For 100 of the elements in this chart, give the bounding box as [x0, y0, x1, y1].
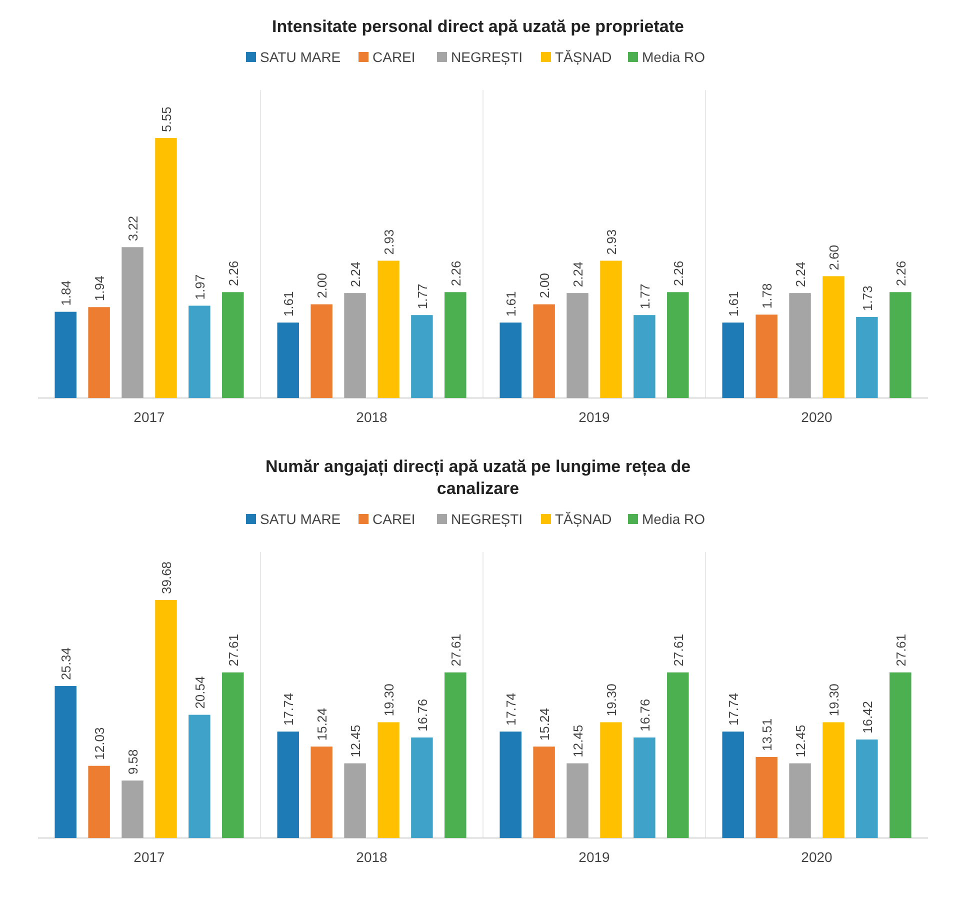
bar [600, 260, 622, 398]
bar [822, 722, 844, 838]
legend-label: TĂȘNAD [555, 511, 612, 527]
legend-label: Media RO [642, 511, 706, 527]
data-label: 2.26 [893, 260, 908, 286]
data-label: 39.68 [158, 561, 174, 594]
data-label: 2.26 [226, 260, 241, 286]
bar [88, 766, 110, 838]
data-label: 20.54 [192, 676, 208, 709]
data-label: 1.94 [92, 276, 108, 302]
bar [822, 276, 844, 398]
data-label: 12.45 [793, 724, 808, 758]
chart-title: Intensitate personal direct apă uzată pe proprietate [272, 17, 684, 36]
data-label: 2.26 [670, 260, 686, 286]
chart-title: Număr angajați direcți apă uzată pe lungime rețea de canalizare [265, 457, 691, 498]
data-label: 1.61 [504, 291, 519, 317]
bar [856, 740, 878, 838]
data-label: 25.34 [58, 647, 74, 680]
bar [155, 600, 177, 838]
legend-label: CAREI [372, 511, 416, 527]
data-label: 1.77 [637, 284, 652, 310]
data-label: 16.76 [414, 698, 430, 732]
bar [54, 686, 76, 838]
data-label: 19.30 [826, 684, 842, 716]
bar [411, 737, 433, 838]
data-label: 2.60 [826, 244, 842, 270]
bar [500, 732, 522, 838]
bar [444, 672, 466, 838]
data-label: 1.61 [281, 291, 296, 317]
data-label: 17.74 [281, 693, 296, 726]
bar [566, 763, 588, 838]
bar [188, 714, 210, 838]
data-label: 1.77 [414, 284, 430, 310]
data-label: 12.45 [348, 724, 364, 758]
bar [533, 746, 555, 838]
bar [634, 315, 656, 398]
bar [756, 756, 778, 838]
data-label: 2.00 [537, 272, 552, 298]
bar [222, 292, 244, 398]
data-label: 12.45 [570, 724, 586, 758]
data-label: 1.97 [192, 274, 208, 300]
bar [856, 316, 878, 398]
bar [88, 307, 110, 398]
bar [277, 322, 299, 398]
data-label: 16.42 [860, 700, 875, 734]
data-label: 2.93 [604, 229, 619, 255]
x-tick-label: 2020 [801, 409, 833, 425]
bar [378, 260, 400, 398]
bar [444, 292, 466, 398]
bar [378, 722, 400, 838]
bar [600, 722, 622, 838]
bar [789, 293, 811, 398]
data-label: 16.76 [637, 698, 652, 732]
x-tick-label: 2018 [356, 849, 388, 865]
x-tick-label: 2018 [356, 409, 388, 425]
bar [890, 292, 912, 398]
data-label: 2.26 [448, 260, 464, 286]
bar [533, 304, 555, 398]
data-label: 2.24 [348, 262, 364, 288]
data-label: 27.61 [670, 634, 686, 666]
bar [756, 314, 778, 398]
bar [890, 672, 912, 838]
x-tick-label: 2019 [578, 409, 610, 425]
data-label: 1.84 [58, 280, 74, 306]
bar [667, 672, 689, 838]
legend-label: TĂȘNAD [555, 49, 612, 65]
data-label: 2.24 [793, 262, 808, 288]
bar [789, 763, 811, 838]
legend-label: CAREI [372, 49, 416, 65]
data-label: 3.22 [126, 216, 141, 242]
data-label: 15.24 [314, 708, 330, 741]
legend-label: NEGREȘTI [451, 49, 523, 65]
bar [566, 293, 588, 398]
bar [155, 138, 177, 398]
bar [122, 247, 144, 398]
data-label: 17.74 [504, 693, 519, 726]
data-label: 27.61 [226, 634, 241, 666]
bar [500, 322, 522, 398]
bar [411, 315, 433, 398]
x-tick-label: 2020 [801, 849, 833, 865]
bar [344, 763, 366, 838]
data-label: 9.58 [126, 749, 141, 775]
data-label: 19.30 [381, 684, 396, 716]
bar [722, 322, 744, 398]
bar [188, 306, 210, 398]
data-label: 2.93 [381, 229, 396, 255]
data-label: 1.73 [860, 286, 875, 311]
legend-label: Media RO [642, 49, 706, 65]
legend-label: SATU MARE [260, 49, 341, 65]
data-label: 27.61 [893, 634, 908, 666]
legend-label: SATU MARE [260, 511, 341, 527]
data-label: 15.24 [537, 708, 552, 741]
data-label: 2.00 [314, 272, 330, 298]
bar [54, 312, 76, 398]
bar [122, 780, 144, 838]
bar [222, 672, 244, 838]
bar [277, 732, 299, 838]
data-label: 17.74 [726, 693, 742, 726]
data-label: 5.55 [158, 106, 174, 132]
bar [310, 304, 332, 398]
